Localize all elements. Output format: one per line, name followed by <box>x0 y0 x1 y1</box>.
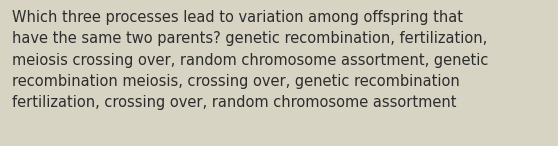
Text: Which three processes lead to variation among offspring that
have the same two p: Which three processes lead to variation … <box>12 10 489 110</box>
